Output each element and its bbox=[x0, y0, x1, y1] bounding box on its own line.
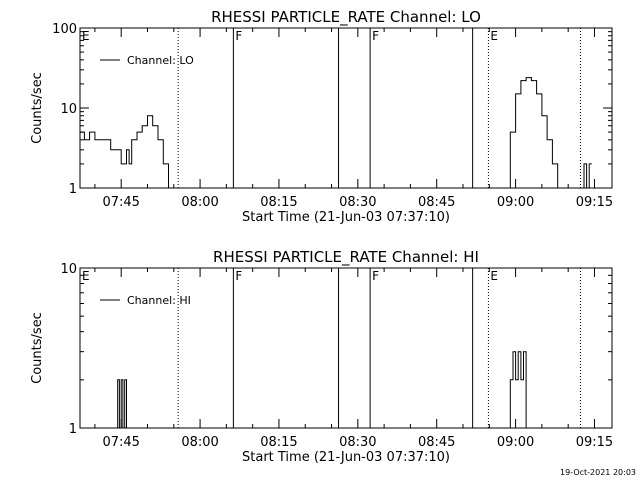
event-marker-label-f: F bbox=[372, 269, 379, 283]
event-marker-label-e: E bbox=[82, 269, 90, 283]
x-tick-label-08-45: 08:45 bbox=[418, 435, 455, 450]
y-tick-label-1: 1 bbox=[69, 422, 77, 437]
event-marker-label-e: E bbox=[490, 29, 498, 43]
y-axis-label: Counts/sec bbox=[30, 72, 45, 144]
event-marker-label-f: F bbox=[235, 29, 242, 43]
hi-channel-panel: RHESSI PARTICLE_RATE Channel: HI 1 10 07:45… bbox=[30, 248, 613, 465]
legend-label: Channel: HI bbox=[127, 294, 191, 307]
event-marker-label-e: E bbox=[82, 29, 90, 43]
y-tick-label-10: 10 bbox=[60, 262, 77, 277]
x-axis-label: Start Time (21-Jun-03 07:37:10) bbox=[242, 210, 450, 225]
x-tick-label-08-15: 08:15 bbox=[260, 195, 297, 210]
x-tick-label-08-45: 08:45 bbox=[418, 195, 455, 210]
event-marker-label-f: F bbox=[235, 269, 242, 283]
x-tick-label-08-30: 08:30 bbox=[339, 435, 376, 450]
x-tick-label-09-15: 09:15 bbox=[576, 435, 613, 450]
series-line-channel-lo bbox=[80, 115, 169, 188]
y-tick-label-10: 10 bbox=[60, 102, 77, 117]
series-line-channel-hi bbox=[506, 351, 527, 429]
event-marker-label-f: F bbox=[372, 29, 379, 43]
x-tick-label-09-15: 09:15 bbox=[576, 195, 613, 210]
series-line-channel-lo bbox=[582, 163, 592, 189]
x-tick-label-08-00: 08:00 bbox=[181, 435, 218, 450]
event-marker-label-e: E bbox=[490, 269, 498, 283]
plot-frame bbox=[79, 267, 613, 429]
x-tick-label-07-45: 07:45 bbox=[102, 195, 139, 210]
y-tick-label-1: 1 bbox=[69, 182, 77, 197]
chart-title: RHESSI PARTICLE_RATE Channel: HI bbox=[213, 248, 479, 267]
x-tick-label-07-45: 07:45 bbox=[102, 435, 139, 450]
x-tick-label-09-00: 09:00 bbox=[497, 435, 534, 450]
footer-timestamp: 19-Oct-2021 20:03 bbox=[560, 468, 636, 477]
x-tick-label-08-00: 08:00 bbox=[181, 195, 218, 210]
series-line-channel-lo bbox=[506, 77, 559, 189]
x-tick-label-08-15: 08:15 bbox=[260, 435, 297, 450]
x-tick-label-08-30: 08:30 bbox=[339, 195, 376, 210]
x-axis-label: Start Time (21-Jun-03 07:37:10) bbox=[242, 450, 450, 465]
chart-title: RHESSI PARTICLE_RATE Channel: LO bbox=[211, 8, 481, 27]
y-tick-label-100: 100 bbox=[52, 22, 77, 37]
series-line-channel-hi bbox=[115, 379, 127, 429]
legend-label: Channel: LO bbox=[127, 54, 194, 67]
lo-channel-panel: RHESSI PARTICLE_RATE Channel: LO 1 10 100 07… bbox=[30, 8, 613, 225]
x-tick-label-09-00: 09:00 bbox=[497, 195, 534, 210]
y-axis-label: Counts/sec bbox=[30, 312, 45, 384]
